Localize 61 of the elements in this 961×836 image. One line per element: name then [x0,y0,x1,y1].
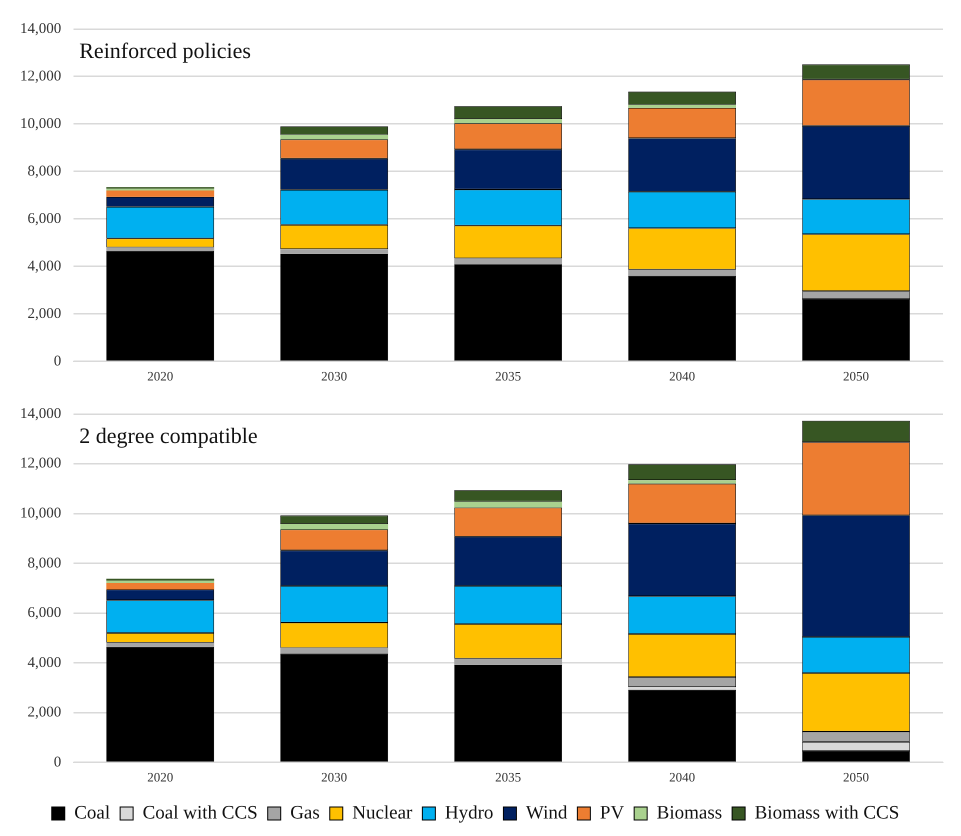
y-tick-label: 6,000 [28,210,62,227]
bar [106,582,214,590]
x-tick-label: 2050 [843,368,870,384]
x-tick-label: 2040 [669,368,696,384]
x-tick-label: 2035 [495,368,522,384]
y-tick-label: 4,000 [28,654,62,671]
y-tick-label: 12,000 [20,68,62,84]
bar [628,104,736,108]
bar [106,250,214,361]
y-tick-label: 0 [54,353,62,370]
y-tick-label: 0 [54,754,62,770]
legend-label: Coal [74,802,110,824]
bar [106,646,214,762]
bar [280,654,388,762]
bar [628,480,736,484]
y-tick-label: 2,000 [28,704,62,721]
bar [454,502,562,508]
legend-label: PV [600,802,624,824]
legend-label: Gas [290,802,320,824]
bar [628,276,736,361]
y-tick-label: 10,000 [20,116,62,132]
y-tick-label: 14,000 [20,406,62,422]
bar [280,254,388,361]
bar [106,642,214,647]
legend-label: Biomass [656,802,722,824]
bar [280,249,388,254]
bar [454,658,562,665]
bar [106,247,214,251]
bar [280,648,388,654]
y-tick-label: 4,000 [28,258,62,274]
bar [454,118,562,124]
legend-label: Nuclear [352,802,414,824]
x-tick-label: 2050 [843,770,870,785]
y-tick-label: 2,000 [28,306,62,322]
x-tick-label: 2030 [321,770,348,785]
bar [628,690,736,762]
y-tick-label: 6,000 [28,605,62,622]
x-tick-label: 2020 [147,368,174,384]
y-tick-label: 8,000 [28,555,62,572]
x-tick-label: 2035 [495,770,522,785]
chart-title: Reinforced policies [79,38,251,63]
bar [280,524,388,530]
bar [628,686,736,690]
bar [454,264,562,361]
x-tick-label: 2030 [321,368,348,384]
bar [106,190,214,197]
y-tick-label: 10,000 [20,505,62,522]
y-tick-label: 14,000 [20,20,62,37]
x-tick-label: 2040 [669,770,696,785]
y-tick-label: 8,000 [28,163,62,180]
x-tick-label: 2020 [147,770,174,785]
bar [280,134,388,140]
legend-label: Wind [526,802,568,824]
chart-title: 2 degree compatible [79,422,258,448]
bar [628,270,736,276]
legend-label: Coal with CCS [142,802,258,824]
legend-label: Hydro [444,802,494,824]
y-tick-label: 12,000 [20,456,62,472]
legend-label: Biomass with CCS [754,802,900,824]
bar [454,664,562,762]
bar [454,258,562,264]
